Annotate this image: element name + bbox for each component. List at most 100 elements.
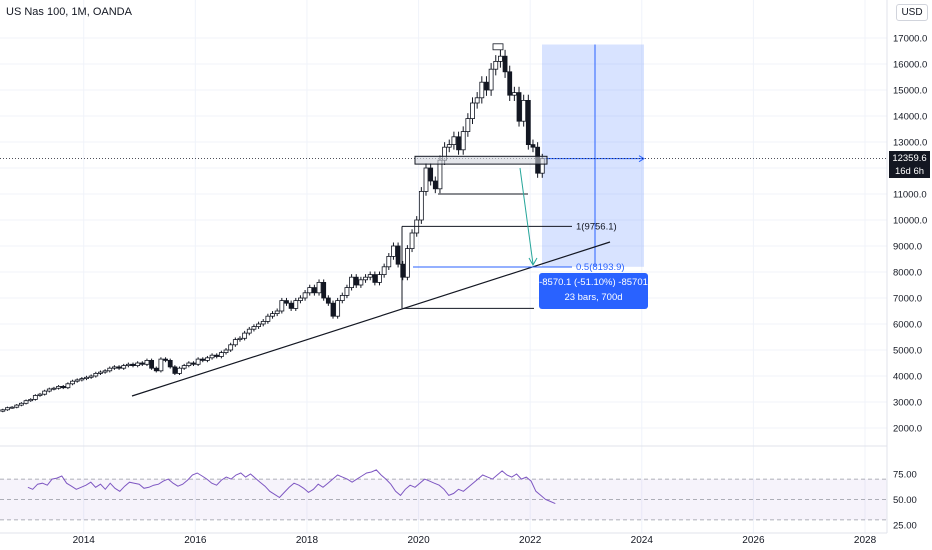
- y-tick-label: 7000.0: [893, 294, 922, 305]
- candle: [79, 378, 85, 381]
- candle: [181, 365, 187, 369]
- candle: [65, 383, 71, 389]
- y-tick-label: 3000.0: [893, 398, 922, 409]
- x-tick-label: 2024: [631, 535, 654, 546]
- candle: [349, 276, 354, 289]
- candle: [418, 190, 424, 221]
- candle: [288, 302, 294, 309]
- y-tick-label: 5000.0: [893, 346, 922, 357]
- rsi-line: [27, 469, 556, 505]
- range-box[interactable]: [542, 44, 645, 267]
- candle: [293, 300, 299, 309]
- y-tick-label: 17000.0: [893, 34, 927, 45]
- candle: [98, 371, 103, 374]
- x-tick-label: 2014: [73, 535, 96, 546]
- candle: [260, 320, 266, 325]
- candle: [46, 388, 52, 392]
- candle: [488, 68, 494, 91]
- candle: [377, 274, 382, 283]
- candle: [37, 393, 43, 396]
- candle: [451, 136, 457, 146]
- measure-stats-box: -8570.1 (-51.10%) -85701 23 bars, 700d: [539, 273, 648, 309]
- candle: [56, 385, 61, 389]
- candle: [316, 281, 322, 294]
- x-tick-label: 2026: [742, 535, 765, 546]
- candle: [302, 292, 308, 299]
- candle: [284, 300, 289, 304]
- candle: [121, 365, 127, 369]
- candle: [70, 380, 75, 385]
- candle: [367, 274, 373, 278]
- y-tick-label: 10000.0: [893, 216, 927, 227]
- y-tick-label: 6000.0: [893, 320, 922, 331]
- candle: [23, 400, 29, 404]
- candle: [28, 398, 34, 402]
- candle: [405, 248, 410, 278]
- x-tick-label: 2020: [407, 535, 430, 546]
- candle: [474, 97, 480, 104]
- trend-line: [131, 241, 611, 397]
- candle: [344, 287, 350, 296]
- candle: [149, 359, 155, 369]
- candle: [400, 263, 406, 278]
- candle: [321, 281, 327, 299]
- candle: [242, 332, 248, 339]
- candle: [135, 362, 141, 366]
- candle: [88, 375, 94, 378]
- fib-level-label: 0.5(8193.9): [576, 262, 625, 273]
- candle: [5, 407, 10, 411]
- candle: [144, 359, 150, 365]
- candle: [484, 81, 489, 91]
- candle: [125, 363, 131, 366]
- candle: [502, 55, 508, 73]
- candle: [465, 118, 471, 132]
- candle: [107, 367, 113, 372]
- candle: [423, 167, 429, 192]
- candle: [177, 367, 182, 374]
- rsi-tick-label: 25.00: [893, 521, 917, 532]
- candle: [191, 362, 196, 365]
- candle: [530, 144, 536, 148]
- candle: [14, 404, 20, 408]
- range-box-fill: [542, 44, 644, 267]
- candle: [363, 276, 368, 281]
- candle: [525, 100, 531, 146]
- candle: [246, 328, 252, 334]
- candle: [218, 352, 224, 357]
- candle: [223, 349, 229, 353]
- candle: [446, 144, 452, 148]
- candle: [18, 402, 24, 406]
- y-tick-label: 11000.0: [893, 190, 927, 201]
- candle: [498, 55, 503, 62]
- candle: [395, 245, 401, 265]
- y-tick-label: 15000.0: [893, 86, 927, 97]
- x-tick-label: 2018: [296, 535, 319, 546]
- candle: [516, 92, 522, 122]
- current-price-value: 12359.6: [892, 153, 927, 164]
- candle: [311, 287, 317, 294]
- rsi-tick-label: 75.00: [893, 470, 917, 481]
- x-tick-label: 2022: [519, 535, 542, 546]
- candle: [32, 395, 38, 400]
- candle: [391, 245, 396, 257]
- candle: [84, 376, 89, 379]
- currency-button[interactable]: USD: [896, 4, 928, 21]
- candle: [214, 354, 220, 357]
- candle: [195, 358, 201, 365]
- x-tick-label: 2028: [854, 535, 877, 546]
- candle: [228, 344, 234, 351]
- measure-change-label: -8570.1 (-51.10%) -85701: [539, 277, 648, 288]
- swing-high-marker: [492, 43, 504, 51]
- fib-level-label: 1(9756.1): [576, 221, 617, 232]
- candle: [51, 387, 57, 390]
- candle: [386, 255, 392, 268]
- candle: [102, 370, 108, 373]
- candle: [42, 390, 48, 395]
- candle: [139, 362, 145, 365]
- y-tick-label: 8000.0: [893, 268, 922, 279]
- drawing-overlays[interactable]: 1(9756.1) 0.5(8193.9): [0, 43, 887, 397]
- candle: [163, 358, 168, 361]
- candle: [521, 100, 527, 122]
- candle: [112, 366, 117, 369]
